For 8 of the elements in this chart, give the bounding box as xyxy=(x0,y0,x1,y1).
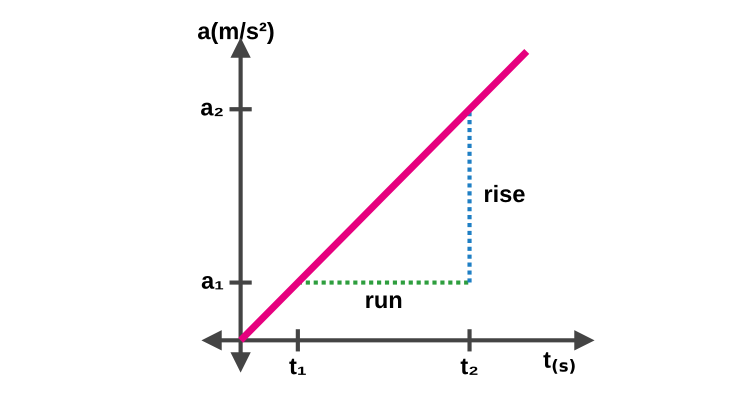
series-label: rise xyxy=(484,184,525,202)
x-tick-label: t₁ xyxy=(289,358,306,375)
series-label: run xyxy=(366,295,402,308)
annotation: a₁ xyxy=(202,276,224,290)
x-tick-label: t₂ xyxy=(460,358,478,375)
x-axis-title: t$_{(s)}$ xyxy=(543,352,575,374)
annotation: a₂ xyxy=(201,102,223,116)
y-axis-title: a(m/s²) xyxy=(198,22,274,44)
